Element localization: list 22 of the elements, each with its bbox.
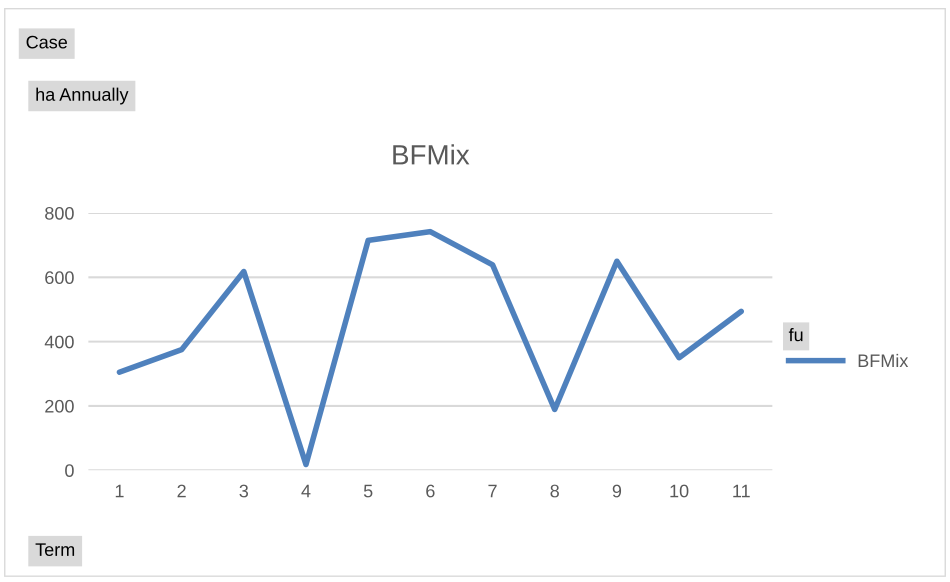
legend-label: BFMix: [858, 354, 908, 367]
y-tick-label: 800: [45, 206, 74, 220]
x-tick-label: 11: [733, 484, 750, 498]
x-tick-label: 6: [426, 484, 435, 498]
x-tick-label: 4: [301, 484, 310, 498]
text: ha Annually: [36, 88, 128, 104]
x-tick-label: 5: [364, 484, 372, 498]
y-tick-label: 0: [65, 464, 74, 477]
y-tick-label: 600: [45, 271, 74, 284]
x-tick-label: 10: [670, 484, 688, 498]
x-tick-label: 9: [612, 484, 622, 498]
x-tick-label: 3: [239, 484, 248, 498]
y-tick-label: 400: [44, 336, 74, 348]
x-tick-label: 2: [178, 484, 186, 498]
x-tick-label: 8: [550, 484, 559, 498]
chart-title: BFMix: [393, 144, 470, 164]
text: Term: [36, 543, 74, 556]
text: Case: [26, 36, 67, 48]
y-tick-label: 200: [45, 400, 74, 413]
legend-title: fu: [788, 328, 802, 342]
x-tick-label: 1: [116, 484, 124, 498]
x-tick-label: 7: [488, 484, 497, 498]
